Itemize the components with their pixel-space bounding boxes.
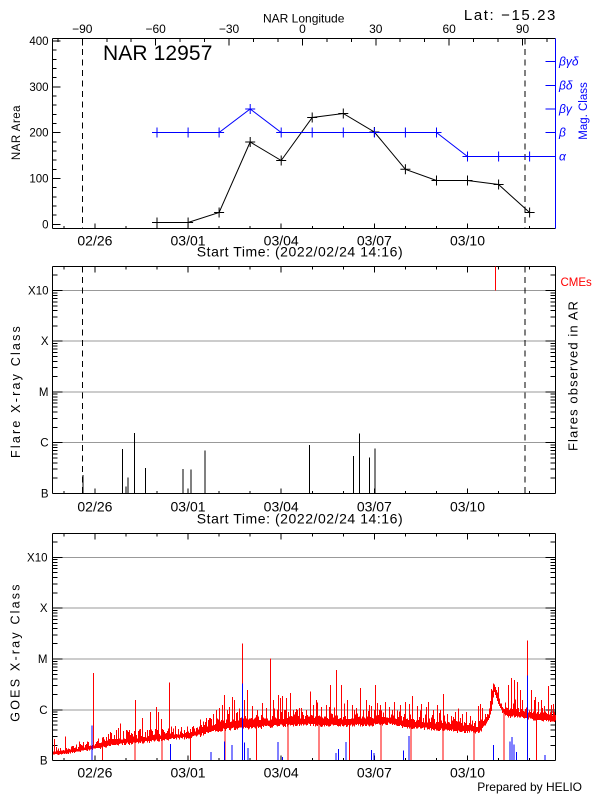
svg-text:C: C bbox=[40, 438, 48, 450]
svg-text:Flares observed in AR: Flares observed in AR bbox=[566, 300, 581, 451]
svg-text:90: 90 bbox=[516, 22, 530, 36]
svg-text:03/01: 03/01 bbox=[171, 499, 206, 515]
svg-text:03/01: 03/01 bbox=[171, 765, 206, 781]
svg-text:X: X bbox=[40, 603, 48, 615]
svg-text:NAR Longitude: NAR Longitude bbox=[263, 12, 345, 26]
svg-text:300: 300 bbox=[29, 82, 48, 94]
svg-text:100: 100 bbox=[29, 174, 48, 186]
svg-text:Start Time: (2022/02/24 14:16): Start Time: (2022/02/24 14:16) bbox=[197, 511, 403, 527]
svg-text:60: 60 bbox=[442, 22, 456, 36]
svg-text:0: 0 bbox=[299, 22, 306, 36]
svg-text:B: B bbox=[41, 488, 49, 500]
svg-text:03/10: 03/10 bbox=[450, 233, 485, 249]
svg-text:02/26: 02/26 bbox=[77, 765, 112, 781]
svg-text:Flare X-ray Class: Flare X-ray Class bbox=[9, 324, 23, 458]
svg-text:X10: X10 bbox=[28, 286, 48, 298]
svg-text:M: M bbox=[39, 387, 49, 399]
svg-text:03/10: 03/10 bbox=[450, 499, 485, 515]
svg-text:NAR Area: NAR Area bbox=[11, 105, 23, 160]
svg-text:NAR 12957: NAR 12957 bbox=[103, 42, 212, 65]
svg-text:X10: X10 bbox=[27, 552, 47, 564]
svg-text:03/04: 03/04 bbox=[264, 499, 299, 515]
svg-text:Mag. Class: Mag. Class bbox=[578, 82, 590, 140]
svg-text:Start Time: (2022/02/24 14:16): Start Time: (2022/02/24 14:16) bbox=[197, 244, 403, 260]
svg-text:M: M bbox=[38, 654, 48, 666]
svg-text:200: 200 bbox=[29, 128, 48, 140]
svg-text:02/26: 02/26 bbox=[77, 499, 112, 515]
svg-text:0: 0 bbox=[42, 219, 48, 231]
svg-text:03/04: 03/04 bbox=[264, 233, 299, 249]
svg-text:α: α bbox=[559, 150, 567, 164]
svg-text:B: B bbox=[40, 756, 48, 768]
svg-text:03/07: 03/07 bbox=[357, 233, 392, 249]
svg-text:Prepared by HELIO: Prepared by HELIO bbox=[477, 780, 582, 794]
svg-text:−30: −30 bbox=[219, 22, 240, 36]
svg-text:GOES X-ray Class: GOES X-ray Class bbox=[9, 582, 23, 721]
svg-text:−90: −90 bbox=[72, 22, 93, 36]
svg-text:02/26: 02/26 bbox=[77, 233, 112, 249]
svg-text:03/07: 03/07 bbox=[357, 499, 392, 515]
svg-text:03/10: 03/10 bbox=[450, 765, 485, 781]
svg-text:βγ: βγ bbox=[558, 102, 573, 116]
svg-text:03/07: 03/07 bbox=[357, 765, 392, 781]
svg-text:β: β bbox=[558, 126, 566, 140]
svg-text:C: C bbox=[39, 705, 47, 717]
svg-text:Lat: −15.23: Lat: −15.23 bbox=[464, 7, 557, 24]
svg-text:−60: −60 bbox=[145, 22, 166, 36]
svg-text:βγδ: βγδ bbox=[558, 55, 579, 69]
svg-text:400: 400 bbox=[29, 36, 48, 48]
svg-text:03/01: 03/01 bbox=[171, 233, 206, 249]
svg-text:CMEs: CMEs bbox=[561, 277, 593, 289]
svg-text:03/04: 03/04 bbox=[264, 765, 299, 781]
svg-text:X: X bbox=[41, 336, 49, 348]
svg-text:βδ: βδ bbox=[558, 79, 573, 93]
svg-text:30: 30 bbox=[369, 22, 383, 36]
